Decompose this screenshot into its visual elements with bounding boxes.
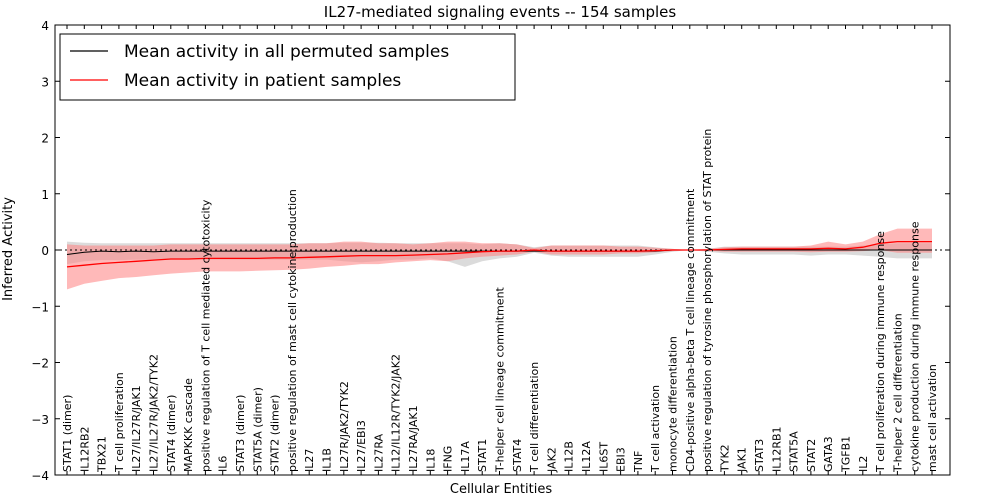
y-tick-label: 3 xyxy=(41,75,49,89)
x-category-label: STAT2 (dimer) xyxy=(269,395,282,472)
x-category-label: mast cell activation xyxy=(926,364,939,472)
x-category-label: IL2 xyxy=(857,456,870,472)
x-category-label: IL27/EBI3 xyxy=(355,420,368,472)
y-axis-title: Inferred Activity xyxy=(1,197,16,301)
x-category-label: GATA3 xyxy=(822,436,835,472)
x-category-label: STAT3 xyxy=(753,439,766,472)
x-category-label: STAT4 xyxy=(511,439,524,472)
y-tick-label: 2 xyxy=(41,132,49,146)
x-category-label: IFNG xyxy=(442,446,455,472)
x-category-label: T cell proliferation xyxy=(113,372,126,473)
x-category-label: T-helper 2 cell differentiation xyxy=(891,313,904,473)
x-category-label: IL18 xyxy=(424,449,437,472)
legend-box xyxy=(59,33,516,101)
x-category-label: IL27R/JAK2/TYK2 xyxy=(338,381,351,472)
y-tick-label: −2 xyxy=(31,357,49,371)
x-category-label: IL6 xyxy=(217,456,230,472)
x-category-label: STAT4 (dimer) xyxy=(165,395,178,472)
x-category-label: cytokine production during immune respon… xyxy=(909,221,922,472)
x-axis-category-labels: STAT1 (dimer) IL12RB2 TBX21 T cell prolifer… xyxy=(61,25,939,475)
legend-label-patient: Mean activity in patient samples xyxy=(124,71,401,91)
x-category-label: STAT5A xyxy=(788,431,801,472)
x-category-label: IL12RB1 xyxy=(770,426,783,472)
x-category-label: T cell activation xyxy=(649,385,662,473)
x-category-label: IL27RA xyxy=(372,433,385,472)
x-category-label: IL12B xyxy=(563,441,576,472)
line-series-1 xyxy=(66,240,932,268)
y-tick-label: −1 xyxy=(31,300,49,314)
legend-label-permuted: Mean activity in all permuted samples xyxy=(124,42,449,62)
x-category-label: STAT5A (dimer) xyxy=(251,387,264,472)
x-axis-title: Cellular Entities xyxy=(450,482,552,497)
x-category-label: TBX21 xyxy=(96,436,109,473)
y-tick-label: 1 xyxy=(41,188,49,202)
y-tick-label: −3 xyxy=(31,413,49,427)
x-category-label: IL27 xyxy=(303,449,316,472)
x-category-label: STAT1 (dimer) xyxy=(61,395,74,472)
x-category-label: STAT1 xyxy=(476,439,489,472)
x-category-label: T-helper cell lineage commitment xyxy=(494,286,507,473)
x-category-label: monocyte differentiation xyxy=(667,336,680,472)
x-category-label: IL12RB2 xyxy=(78,426,91,472)
y-tick-label: −4 xyxy=(31,469,49,483)
x-category-label: T cell differentiation xyxy=(528,362,541,473)
x-category-label: T cell proliferation during immune respo… xyxy=(874,231,887,473)
x-category-label: IL12A xyxy=(580,441,593,472)
x-category-label: CD4-positive alpha-beta T cell lineage c… xyxy=(684,188,697,472)
x-category-label: positive regulation of T cell mediated c… xyxy=(199,199,212,472)
x-category-label: positive regulation of mast cell cytokin… xyxy=(286,189,299,472)
y-tick-label: 4 xyxy=(41,19,49,33)
legend: Mean activity in all permuted samples Me… xyxy=(59,33,516,101)
series-lines xyxy=(55,240,950,268)
x-category-label: MAPKKK cascade xyxy=(182,378,195,472)
x-category-label: IL17A xyxy=(459,441,472,472)
x-category-label: IL27/IL27R/JAK1 xyxy=(130,385,143,472)
y-axis: −4 −3 −2 −1 0 1 2 3 4 xyxy=(31,19,950,483)
x-category-label: TYK2 xyxy=(718,444,731,473)
x-category-label: IL27/IL27R/JAK2/TYK2 xyxy=(148,354,161,472)
chart-title: IL27-mediated signaling events -- 154 sa… xyxy=(324,3,677,21)
x-category-label: EBI3 xyxy=(615,447,628,472)
x-category-label: IL1B xyxy=(321,448,334,472)
x-category-label: IL6ST xyxy=(597,442,610,472)
x-category-label: STAT2 xyxy=(805,439,818,472)
x-category-label: IL27RA/JAK1 xyxy=(407,405,420,472)
x-category-label: JAK1 xyxy=(736,447,749,473)
x-category-label: TNF xyxy=(632,451,645,473)
x-category-label: JAK2 xyxy=(545,447,558,473)
x-category-label: STAT3 (dimer) xyxy=(234,395,247,472)
x-category-label: IL12/IL12R/TYK2/JAK2 xyxy=(390,354,403,472)
x-category-label: TGFB1 xyxy=(840,436,853,473)
x-category-label: positive regulation of tyrosine phosphor… xyxy=(701,129,714,472)
y-tick-label: 0 xyxy=(41,244,49,258)
